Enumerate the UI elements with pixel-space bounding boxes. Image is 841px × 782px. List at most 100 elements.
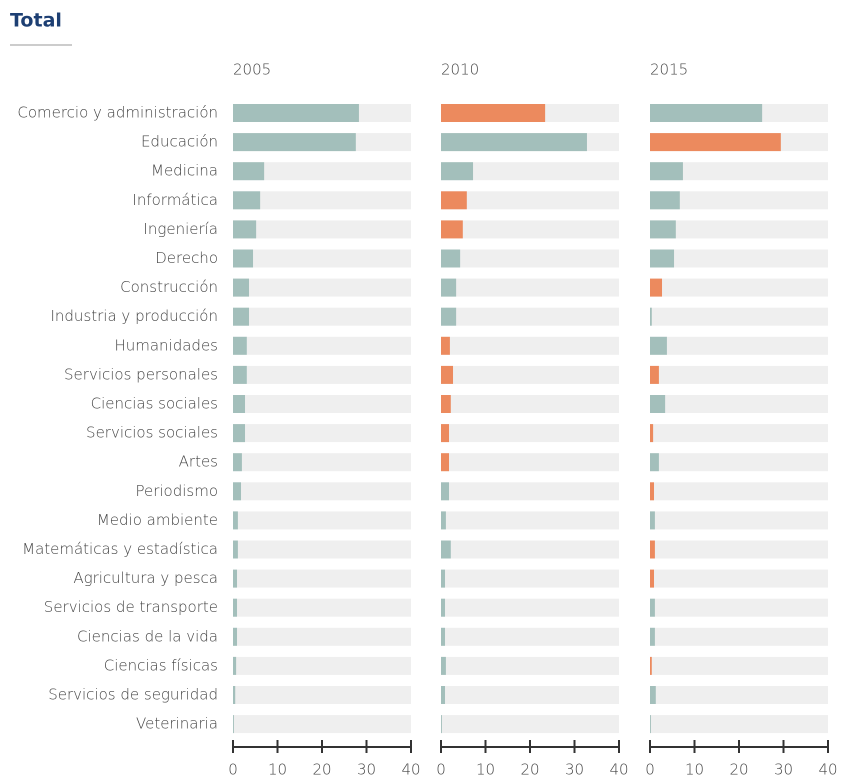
category-label: Ciencias físicas — [104, 656, 218, 674]
bar — [233, 453, 242, 472]
bar-track — [233, 453, 411, 472]
bar-track — [233, 511, 411, 530]
bar-track — [650, 482, 828, 501]
bar — [650, 249, 675, 268]
bar-track — [233, 336, 411, 355]
bar-track — [441, 540, 619, 559]
bar — [441, 365, 454, 384]
bar — [441, 627, 446, 646]
bar — [233, 365, 247, 384]
bar-track — [441, 162, 619, 181]
x-tick-label: 30 — [774, 761, 793, 779]
category-label: Comercio y administración — [17, 104, 218, 122]
bar-track — [441, 598, 619, 617]
category-label: Artes — [179, 453, 218, 471]
bar — [650, 307, 652, 326]
bar-track — [441, 686, 619, 704]
bar-track — [441, 191, 619, 210]
category-label: Periodismo — [135, 482, 218, 500]
bar — [650, 482, 655, 501]
bar-track — [441, 453, 619, 472]
bar — [233, 278, 250, 297]
bar-track — [441, 569, 619, 588]
x-tick-label: 10 — [685, 761, 704, 779]
bar — [650, 278, 663, 297]
bar-track — [441, 395, 619, 413]
category-label: Medio ambiente — [97, 511, 218, 529]
bar-track — [650, 191, 828, 210]
bar-track — [441, 307, 619, 326]
bar-track — [650, 686, 828, 704]
category-label: Agricultura y pesca — [73, 569, 218, 587]
bar — [233, 249, 254, 268]
bar — [441, 453, 450, 472]
x-tick-label: 20 — [312, 761, 331, 779]
bar-track — [650, 598, 828, 617]
category-label: Derecho — [155, 249, 218, 267]
bar — [441, 482, 450, 501]
bar-track — [650, 453, 828, 472]
bar-track — [233, 249, 411, 268]
bar — [441, 569, 446, 588]
bar — [441, 307, 457, 326]
bar — [233, 598, 238, 617]
bar — [233, 627, 238, 646]
x-tick-label: 40 — [609, 761, 628, 779]
x-tick-label: 30 — [357, 761, 376, 779]
bar-track — [441, 249, 619, 268]
bar — [441, 278, 457, 297]
bar — [650, 104, 763, 122]
panel-title: 2015 — [650, 61, 688, 79]
x-tick-label: 30 — [565, 761, 584, 779]
bar-track — [233, 220, 411, 239]
bar — [650, 656, 652, 675]
category-label: Servicios de transporte — [44, 598, 218, 616]
category-label: Construcción — [120, 278, 218, 296]
category-label: Servicios personales — [64, 365, 218, 383]
bar — [233, 395, 246, 413]
category-label: Servicios sociales — [86, 424, 218, 442]
bar — [233, 482, 242, 501]
bar — [233, 715, 234, 734]
bar-track — [233, 307, 411, 326]
bar-track — [233, 482, 411, 501]
bar — [441, 220, 463, 239]
bar — [650, 598, 655, 617]
bar — [441, 104, 546, 122]
category-label: Ciencias de la vida — [77, 627, 218, 645]
bar-track — [441, 365, 619, 384]
bar — [650, 715, 651, 734]
bar — [233, 220, 257, 239]
bar-track — [233, 540, 411, 559]
bar-track — [650, 424, 828, 443]
x-tick-label: 40 — [401, 761, 420, 779]
bar-track — [233, 278, 411, 297]
category-label: Ciencias sociales — [91, 395, 218, 413]
x-tick-label: 20 — [520, 761, 539, 779]
x-tick-label: 0 — [436, 761, 446, 779]
bar-track — [233, 627, 411, 646]
bar-track — [233, 715, 411, 734]
bar-track — [233, 395, 411, 413]
category-label: Informática — [132, 191, 218, 209]
panel-title: 2005 — [233, 61, 271, 79]
bar — [233, 569, 238, 588]
bar-track — [650, 569, 828, 588]
bar-track — [650, 395, 828, 413]
x-tick-label: 0 — [645, 761, 655, 779]
bar-track — [441, 424, 619, 443]
category-label: Veterinaria — [136, 715, 218, 733]
bar — [441, 715, 442, 734]
x-tick-label: 10 — [476, 761, 495, 779]
bar-track — [441, 278, 619, 297]
bar — [441, 249, 461, 268]
bar — [441, 511, 446, 530]
bar-track — [233, 162, 411, 181]
bar-track — [441, 715, 619, 734]
bar-track — [441, 220, 619, 239]
bar — [233, 540, 238, 559]
bar — [441, 598, 446, 617]
bar-track — [650, 278, 828, 297]
bar-track — [233, 686, 411, 704]
